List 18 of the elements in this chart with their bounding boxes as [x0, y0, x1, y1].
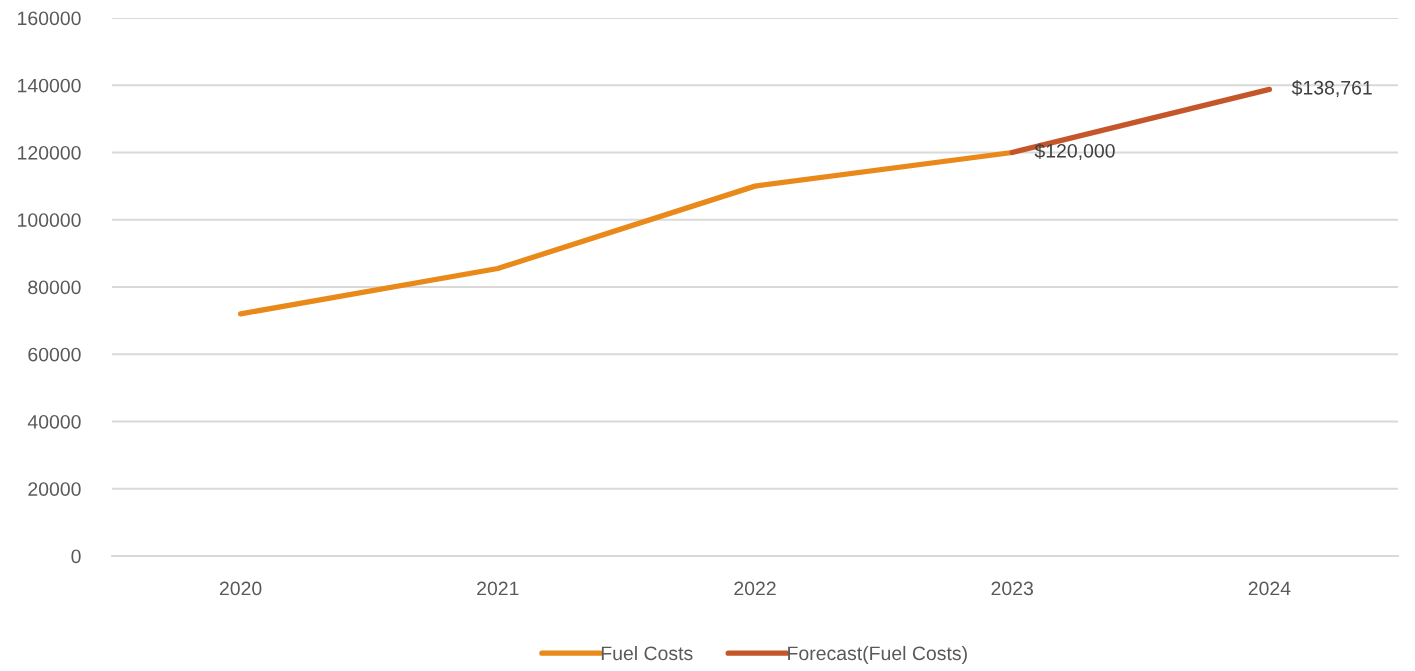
y-tick-label: 80000 — [28, 280, 81, 295]
y-tick-label: 100000 — [18, 213, 81, 227]
x-tick-label: 2021 — [477, 581, 519, 596]
x-tick-label: 2020 — [219, 581, 262, 596]
legend-label: Fuel Costs — [601, 645, 693, 661]
y-tick-label: 60000 — [28, 347, 81, 362]
y-tick-label: 120000 — [18, 145, 81, 160]
y-tick-label: 140000 — [18, 78, 81, 93]
y-tick-label: 40000 — [27, 414, 81, 429]
x-tick-label: 2023 — [991, 581, 1033, 596]
data-label: $138,761 — [1291, 80, 1372, 97]
data-label: $120,000 — [1034, 143, 1115, 161]
y-tick-label: 20000 — [28, 482, 81, 496]
y-tick-label: 0 — [71, 549, 81, 564]
x-tick-label: 2022 — [734, 581, 776, 596]
x-tick-label: 2024 — [1248, 581, 1291, 596]
y-tick-label: 160000 — [18, 11, 81, 26]
legend-label: Forecast(Fuel Costs) — [788, 645, 967, 665]
